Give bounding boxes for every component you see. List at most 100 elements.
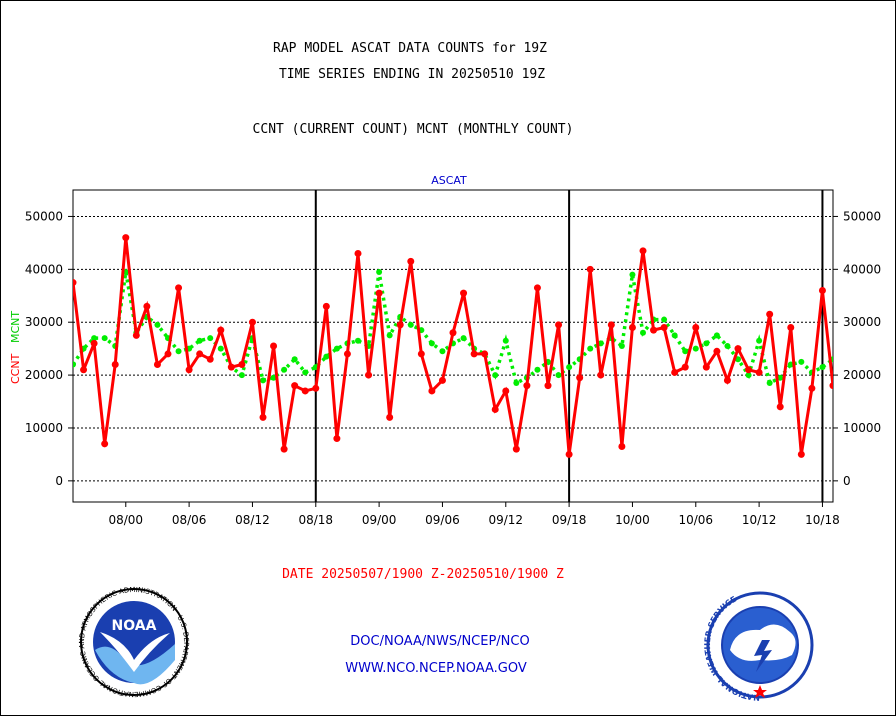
data-point-ccnt bbox=[797, 450, 805, 458]
data-point-mcnt bbox=[618, 343, 625, 349]
y-axis-label-mcnt: MCNT bbox=[9, 311, 22, 343]
data-point-ccnt bbox=[386, 413, 394, 421]
y-tick-label: 0 bbox=[55, 474, 63, 488]
data-point-ccnt bbox=[396, 321, 404, 329]
data-point-mcnt bbox=[502, 337, 509, 344]
data-point-mcnt bbox=[281, 366, 288, 373]
data-point-ccnt bbox=[270, 342, 278, 350]
data-point-mcnt bbox=[196, 337, 203, 344]
data-point-ccnt bbox=[259, 413, 267, 421]
data-point-mcnt bbox=[692, 345, 699, 352]
data-point-mcnt bbox=[661, 316, 668, 323]
data-point-ccnt bbox=[196, 350, 204, 358]
data-point-ccnt bbox=[407, 257, 415, 265]
data-point-ccnt bbox=[438, 376, 446, 384]
data-point-ccnt bbox=[175, 284, 183, 292]
data-point-mcnt bbox=[798, 358, 805, 365]
data-point-mcnt bbox=[724, 343, 731, 349]
y-tick-label: 30000 bbox=[25, 315, 63, 329]
data-point-ccnt bbox=[291, 382, 299, 390]
x-tick-label: 09/00 bbox=[362, 513, 397, 527]
data-point-ccnt bbox=[101, 440, 109, 448]
data-point-mcnt bbox=[713, 332, 720, 339]
data-point-ccnt bbox=[787, 323, 795, 331]
data-point-ccnt bbox=[723, 376, 731, 384]
data-point-mcnt bbox=[270, 374, 277, 381]
data-point-mcnt bbox=[73, 361, 76, 368]
data-point-mcnt bbox=[439, 348, 446, 355]
data-point-mcnt bbox=[492, 372, 499, 379]
data-point-mcnt bbox=[460, 335, 467, 342]
data-point-ccnt bbox=[512, 445, 520, 453]
data-point-mcnt bbox=[513, 380, 520, 387]
y-tick-label-right: 50000 bbox=[843, 209, 881, 223]
data-point-mcnt bbox=[291, 356, 298, 363]
data-point-mcnt bbox=[534, 366, 541, 373]
data-point-ccnt bbox=[375, 289, 383, 297]
data-point-mcnt bbox=[376, 268, 383, 275]
data-point-ccnt bbox=[481, 350, 489, 358]
data-point-ccnt bbox=[745, 366, 753, 374]
data-point-ccnt bbox=[428, 387, 436, 395]
data-point-ccnt bbox=[164, 350, 172, 358]
y-tick-label-right: 30000 bbox=[843, 315, 881, 329]
data-point-ccnt bbox=[523, 382, 531, 390]
x-tick-label: 08/18 bbox=[298, 513, 333, 527]
data-point-mcnt bbox=[819, 364, 826, 371]
x-tick-label: 09/12 bbox=[488, 513, 523, 527]
data-point-ccnt bbox=[586, 265, 594, 273]
data-point-mcnt bbox=[175, 348, 182, 355]
data-point-ccnt bbox=[227, 363, 235, 371]
data-point-ccnt bbox=[555, 321, 563, 329]
data-point-mcnt bbox=[217, 345, 224, 352]
data-point-mcnt bbox=[154, 321, 161, 328]
data-point-mcnt bbox=[756, 337, 763, 344]
data-point-ccnt bbox=[576, 374, 584, 382]
data-point-mcnt bbox=[766, 380, 773, 387]
y-tick-label: 20000 bbox=[25, 368, 63, 382]
data-point-ccnt bbox=[671, 368, 679, 376]
data-point-ccnt bbox=[333, 435, 341, 443]
data-point-ccnt bbox=[132, 331, 140, 339]
data-point-mcnt bbox=[566, 364, 573, 371]
data-point-ccnt bbox=[776, 403, 784, 411]
data-point-ccnt bbox=[449, 329, 457, 337]
data-point-ccnt bbox=[248, 318, 256, 326]
data-point-mcnt bbox=[587, 345, 594, 352]
chart-subtitle: CCNT (CURRENT COUNT) MCNT (MONTHLY COUNT… bbox=[253, 122, 574, 137]
data-point-mcnt bbox=[777, 374, 784, 381]
data-point-ccnt bbox=[755, 368, 763, 376]
y-tick-label: 50000 bbox=[25, 209, 63, 223]
data-point-ccnt bbox=[491, 405, 499, 413]
data-point-ccnt bbox=[322, 302, 330, 310]
data-point-ccnt bbox=[660, 323, 668, 331]
data-point-mcnt bbox=[302, 369, 309, 376]
x-tick-label: 10/12 bbox=[742, 513, 777, 527]
data-point-ccnt bbox=[628, 323, 636, 331]
data-point-mcnt bbox=[745, 372, 752, 379]
x-tick-label: 10/06 bbox=[678, 513, 713, 527]
plot-area: 0 0 10000 10000 20000 20000 30000 30000 40000 400… bbox=[25, 189, 881, 527]
data-point-mcnt bbox=[355, 337, 361, 344]
data-point-ccnt bbox=[206, 355, 214, 363]
panel-title: ASCAT bbox=[431, 174, 467, 187]
data-point-ccnt bbox=[217, 326, 225, 334]
data-point-ccnt bbox=[533, 284, 541, 292]
data-point-mcnt bbox=[703, 340, 710, 347]
data-point-ccnt bbox=[829, 382, 833, 390]
data-point-mcnt bbox=[682, 348, 689, 355]
data-point-mcnt bbox=[91, 335, 98, 342]
data-point-ccnt bbox=[301, 387, 309, 395]
y-tick-label: 10000 bbox=[25, 421, 63, 435]
data-point-ccnt bbox=[808, 384, 816, 392]
website-link[interactable]: WWW.NCO.NCEP.NOAA.GOV bbox=[345, 661, 527, 676]
data-point-ccnt bbox=[153, 361, 161, 369]
data-point-ccnt bbox=[90, 339, 98, 347]
data-point-ccnt bbox=[354, 249, 362, 257]
data-point-ccnt bbox=[818, 286, 826, 294]
y-axis-label-ccnt: CCNT bbox=[9, 353, 22, 384]
data-point-ccnt bbox=[73, 279, 77, 287]
data-point-mcnt bbox=[207, 335, 214, 342]
data-point-ccnt bbox=[312, 384, 320, 392]
